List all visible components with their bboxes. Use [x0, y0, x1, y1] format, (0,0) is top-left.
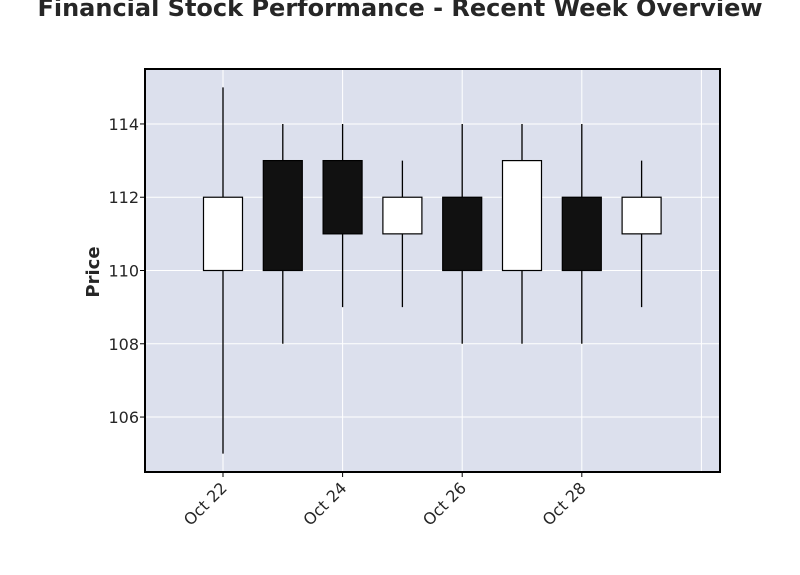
x-tick-label: Oct 24 — [299, 478, 350, 529]
x-tick-label: Oct 28 — [539, 478, 590, 529]
candle-body — [503, 161, 542, 271]
candle-body — [383, 197, 422, 234]
y-axis-label: Price — [83, 246, 104, 297]
y-tick-label: 110 — [108, 262, 139, 281]
y-tick-label: 108 — [108, 335, 139, 354]
y-tick-label: 106 — [108, 408, 139, 427]
candle-body — [323, 161, 362, 234]
y-tick-label: 112 — [108, 188, 139, 207]
candle-body — [263, 161, 302, 271]
x-axis-ticks: Oct 22 Oct 24 Oct 26 Oct 28 — [180, 472, 590, 529]
candle-body — [562, 197, 601, 270]
y-axis-ticks: 106 108 110 112 114 — [108, 115, 145, 427]
candle-body — [622, 197, 661, 234]
candle-body — [443, 197, 482, 270]
y-tick-label: 114 — [108, 115, 139, 134]
x-tick-label: Oct 26 — [419, 478, 470, 529]
candle-body — [204, 197, 243, 270]
x-tick-label: Oct 22 — [180, 478, 231, 529]
